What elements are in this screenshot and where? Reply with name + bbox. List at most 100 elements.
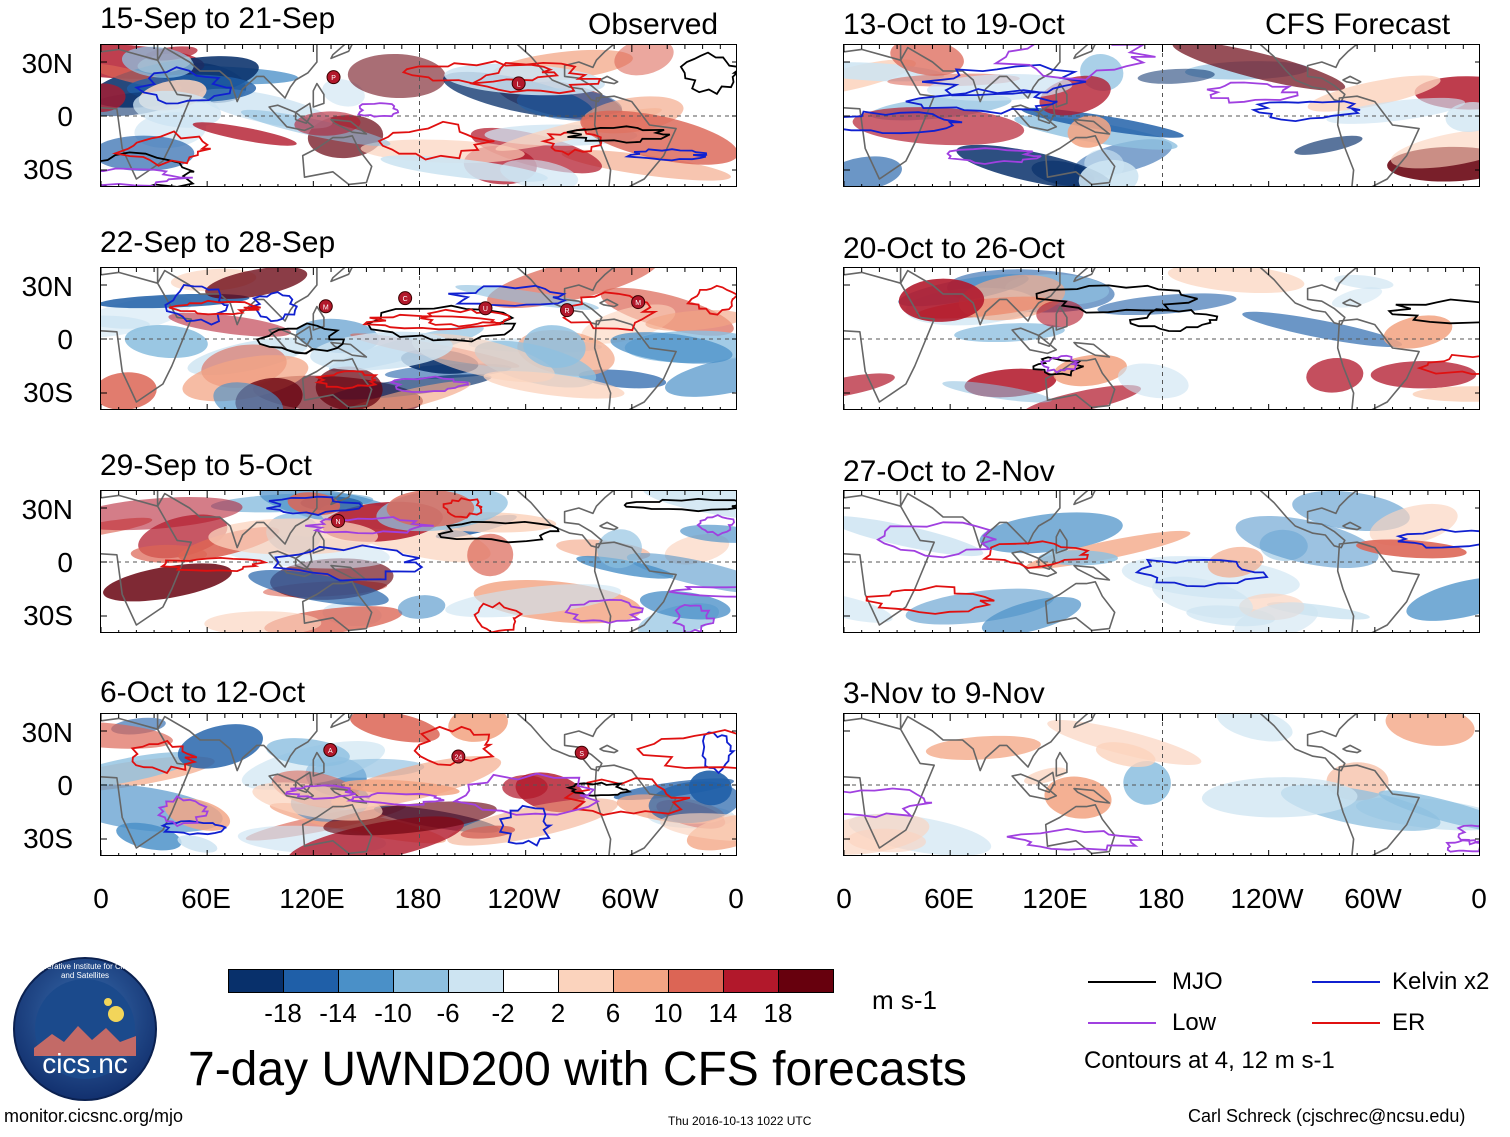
coastline [1336, 764, 1420, 855]
coastline [1342, 298, 1362, 308]
coastline [1044, 581, 1116, 632]
coastline [1342, 521, 1362, 531]
coastline [1259, 268, 1358, 326]
coastline [312, 528, 325, 554]
contour-line [563, 777, 691, 816]
coastline [1073, 268, 1096, 283]
footer-url[interactable]: monitor.cicsnc.org/mjo [4, 1106, 184, 1126]
contour-line [134, 66, 233, 105]
coastline [101, 717, 192, 849]
coastline [294, 771, 313, 793]
coastline [330, 45, 353, 60]
contour-line [1387, 298, 1479, 325]
storm-label: R [564, 308, 569, 315]
contour-line [1040, 354, 1080, 374]
anomaly-negative [1378, 790, 1479, 833]
contour-line [272, 544, 424, 582]
main-title: 7-day UWND200 with CFS forecasts [188, 1043, 967, 1096]
anomaly-positive [645, 310, 736, 331]
storm-label: C [403, 296, 408, 303]
colorbar-tick-label: 2 [550, 998, 566, 1028]
storm-marker: S [574, 745, 589, 760]
contour-line [362, 313, 502, 331]
logo-text: cics.nc [42, 1048, 128, 1079]
anomaly-positive [580, 110, 736, 165]
coastline [899, 45, 1061, 103]
lon-tick-label: 60W [601, 883, 659, 914]
contour-line [1134, 558, 1269, 588]
anomaly-positive [205, 268, 308, 299]
contour-line [346, 792, 445, 807]
colorbar-ticks: -18 -14 -10 -6 -2 2 6 10 14 18 [228, 998, 833, 1028]
colorbar-swatch [393, 969, 449, 993]
storm-label: P [331, 75, 336, 82]
storm-marker: R [559, 303, 574, 318]
contour-line [565, 781, 632, 797]
contour-line [635, 729, 736, 769]
colorbar-tick-label: 10 [653, 998, 683, 1028]
anomaly-negative [610, 332, 733, 364]
panel-svg: M C U R M [101, 268, 736, 409]
contour-line [305, 516, 434, 535]
coastline [301, 581, 373, 632]
coastline [593, 541, 677, 632]
anomaly-positive [1095, 742, 1156, 768]
panel-title: 3-Nov to 9-Nov [843, 677, 1045, 710]
lon-tick-label: 60W [1344, 883, 1402, 914]
colorbar-swatch [668, 969, 724, 993]
anomaly-negative [500, 159, 579, 186]
contour-line [981, 540, 1090, 570]
anomaly-negative [954, 323, 1065, 343]
coastline [1073, 341, 1111, 358]
coastline [330, 714, 353, 729]
anomaly-negative [942, 381, 1052, 403]
contour-line [164, 284, 229, 326]
contour-line [156, 795, 209, 828]
contour-line [159, 556, 269, 573]
anomaly-positive [294, 111, 361, 136]
lat-tick-label: 0 [57, 101, 73, 132]
anomaly-positive [1172, 45, 1346, 91]
anomaly-negative [1242, 311, 1403, 348]
panel-title: 27-Oct to 2-Nov [843, 455, 1055, 488]
coastline [1073, 45, 1096, 60]
contour-line [101, 167, 193, 186]
anomaly-negative [101, 752, 197, 788]
coastline [1336, 541, 1420, 632]
anomaly-positive [204, 611, 322, 632]
lat-tick-label: 30S [23, 154, 73, 185]
lat-tick-label: 30S [23, 823, 73, 854]
lon-tick-label: 120W [487, 883, 561, 914]
anomaly-negative [101, 315, 150, 329]
cics-logo[interactable]: cics.nc Cooperative Institute for Climat… [12, 956, 158, 1102]
anomaly-positive [252, 782, 383, 821]
panel-title: 13-Oct to 19-Oct [843, 8, 1065, 41]
coastline [599, 298, 619, 308]
anomaly-positive [323, 801, 497, 836]
anomaly-negative [643, 491, 736, 523]
colorbar [228, 969, 834, 994]
coastline [301, 135, 373, 186]
coastline [268, 104, 315, 132]
colorbar-swatch [228, 969, 284, 993]
anomaly-negative [1078, 159, 1139, 186]
coastline [1336, 95, 1420, 186]
lon-tick-label: 180 [1137, 883, 1185, 914]
panel-svg [844, 491, 1479, 632]
forecast-label: CFS Forecast [1265, 8, 1451, 41]
anomaly-negative [445, 584, 622, 618]
anomaly-negative [844, 515, 984, 557]
anomaly-negative [956, 144, 1112, 186]
contour-line [401, 60, 560, 85]
lon-tick-label: 120E [279, 883, 345, 914]
anomaly-negative [177, 724, 263, 769]
anomaly-negative [397, 595, 446, 619]
anomaly-negative [1406, 576, 1479, 621]
coastline [156, 268, 318, 326]
anomaly-positive [1044, 776, 1112, 819]
anomaly-positive [614, 45, 674, 76]
colorbar-swatch [613, 969, 669, 993]
lat-tick-label: 30N [21, 48, 73, 79]
colorbar-tick-label: -2 [491, 998, 515, 1028]
contour-line [876, 521, 997, 559]
